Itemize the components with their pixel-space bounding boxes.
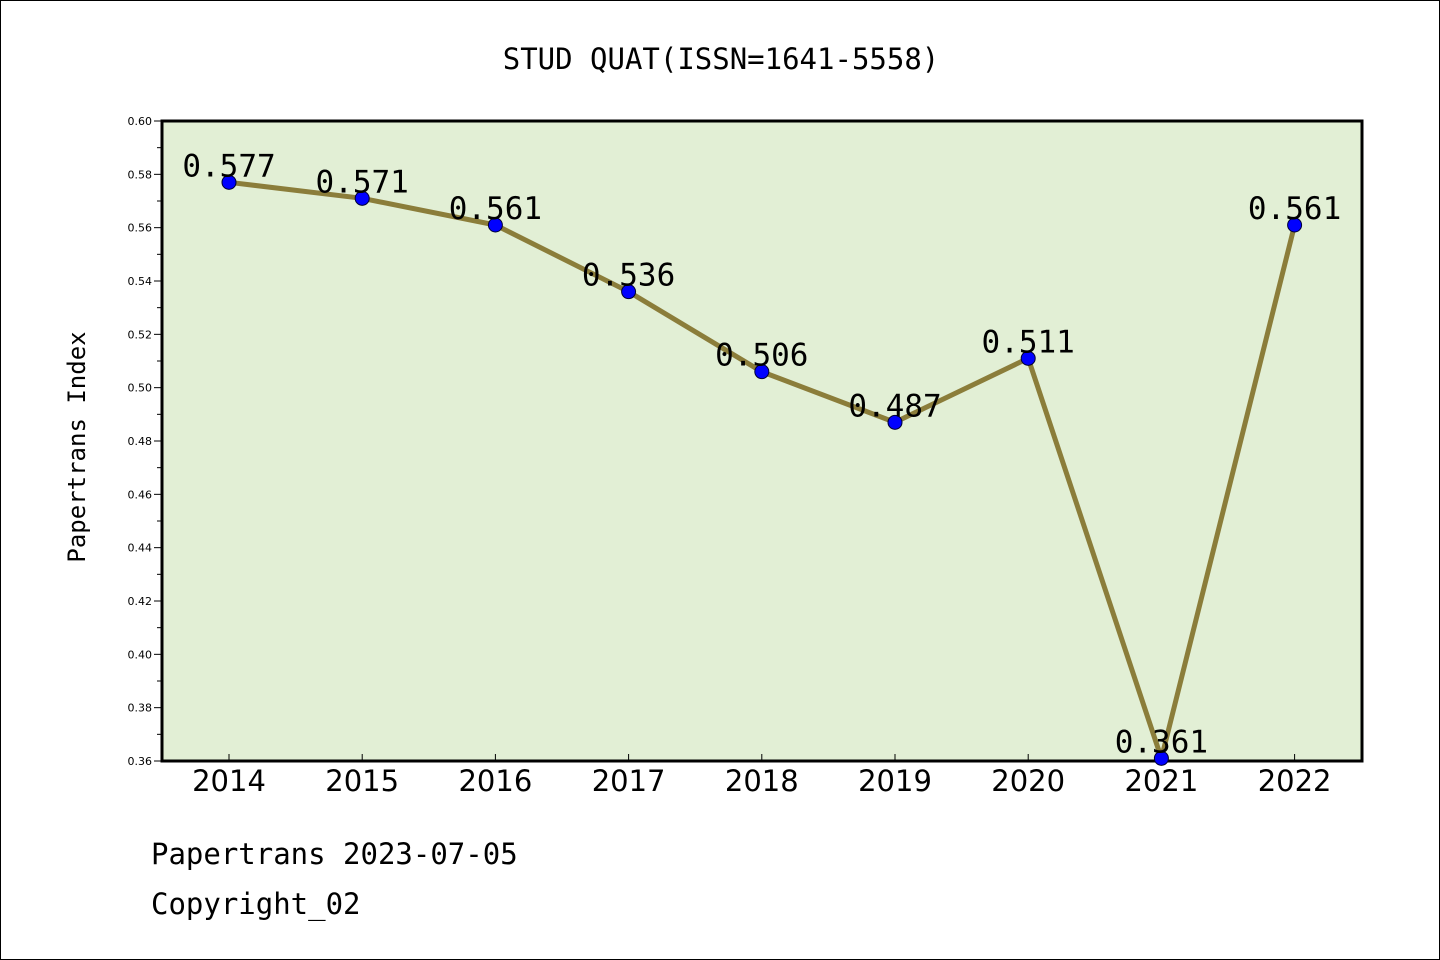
x-axis: 2014 2015 2016 2017 2018 2019 2020 2021 2022 — [192, 754, 1332, 798]
plot-area — [160, 119, 1364, 763]
data-label: 0.506 — [715, 338, 808, 374]
x-tick-label: 2015 — [325, 764, 399, 798]
series-markers — [221, 174, 1303, 766]
data-label: 0.536 — [582, 258, 675, 294]
y-tick-label: 0.56 — [128, 222, 153, 235]
data-point — [621, 284, 637, 300]
y-tick-label: 0.44 — [128, 542, 153, 555]
data-point — [1020, 350, 1036, 366]
data-label: 0.361 — [1115, 724, 1208, 760]
x-tick-label: 2020 — [991, 764, 1065, 798]
data-label: 0.511 — [982, 324, 1075, 360]
y-tick-label: 0.42 — [128, 595, 153, 608]
y-tick-label: 0.60 — [128, 115, 153, 128]
data-labels: 0.577 0.571 0.561 0.536 0.506 0.487 0.511 0.361… — [182, 148, 1341, 760]
y-tick-label: 0.48 — [128, 435, 153, 448]
data-label: 0.487 — [848, 388, 941, 424]
x-tick-label: 2017 — [592, 764, 666, 798]
y-tick-label: 0.58 — [128, 168, 153, 181]
y-tick-label: 0.40 — [128, 648, 153, 661]
y-tick-label: 0.52 — [128, 328, 153, 341]
y-tick-label: 0.50 — [128, 382, 153, 395]
data-point — [354, 190, 370, 206]
data-label: 0.577 — [182, 148, 275, 184]
footer-date: Papertrans 2023-07-05 — [151, 837, 518, 871]
y-tick-label: 0.46 — [128, 488, 153, 501]
data-point — [887, 414, 903, 430]
footer-copyright: Copyright_02 — [151, 887, 361, 921]
y-tick-label: 0.38 — [128, 702, 153, 715]
data-label: 0.561 — [449, 191, 542, 227]
y-axis-label: Papertrans Index — [63, 331, 91, 562]
data-point — [487, 217, 503, 233]
y-tick-label: 0.54 — [128, 275, 153, 288]
x-tick-label: 2022 — [1258, 764, 1332, 798]
y-tick-label: 0.36 — [128, 755, 153, 768]
x-tick-label: 2021 — [1124, 764, 1198, 798]
x-tick-label: 2019 — [858, 764, 932, 798]
data-label: 0.561 — [1248, 191, 1341, 227]
x-tick-label: 2014 — [192, 764, 266, 798]
chart-title: STUD QUAT(ISSN=1641-5558) — [503, 42, 940, 76]
data-label: 0.571 — [316, 164, 409, 200]
y-axis: 0.36 0.38 0.40 0.42 0.44 0.46 0.48 0.50 0.52 0.54… — [128, 115, 162, 768]
data-point — [1153, 750, 1169, 766]
x-tick-label: 2018 — [725, 764, 799, 798]
data-point — [754, 364, 770, 380]
data-point — [221, 174, 237, 190]
data-point — [1287, 217, 1303, 233]
x-tick-label: 2016 — [458, 764, 532, 798]
